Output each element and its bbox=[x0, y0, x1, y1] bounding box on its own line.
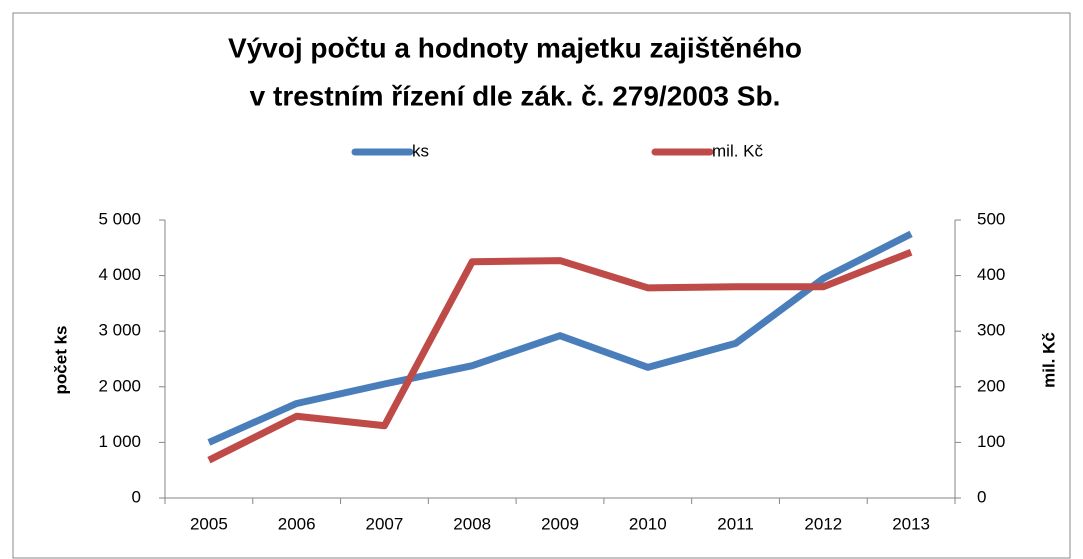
y-tick-label: 4 000 bbox=[98, 265, 141, 284]
chart-title: v trestním řízení dle zák. č. 279/2003 S… bbox=[250, 80, 781, 111]
y2-tick-label: 500 bbox=[977, 209, 1005, 228]
y2-tick-label: 300 bbox=[977, 321, 1005, 340]
y-tick-label: 0 bbox=[132, 487, 141, 506]
x-tick-label: 2010 bbox=[629, 514, 667, 533]
y2-tick-label: 400 bbox=[977, 265, 1005, 284]
series-line bbox=[207, 248, 913, 464]
x-tick-label: 2013 bbox=[892, 514, 930, 533]
x-tick-label: 2007 bbox=[366, 514, 404, 533]
y-tick-label: 5 000 bbox=[98, 209, 141, 228]
y2-axis-title: mil. Kč bbox=[1039, 332, 1058, 388]
x-tick-label: 2005 bbox=[190, 514, 228, 533]
legend-label: mil. Kč bbox=[712, 141, 764, 160]
y2-tick-label: 200 bbox=[977, 376, 1005, 395]
y-axis-title: počet ks bbox=[51, 326, 70, 395]
y-tick-label: 1 000 bbox=[98, 432, 141, 451]
x-tick-label: 2009 bbox=[541, 514, 579, 533]
x-tick-label: 2011 bbox=[717, 514, 754, 533]
y-tick-label: 3 000 bbox=[98, 321, 141, 340]
chart-border bbox=[12, 12, 1071, 559]
x-tick-label: 2006 bbox=[278, 514, 316, 533]
legend-label: ks bbox=[412, 141, 429, 160]
y-tick-label: 2 000 bbox=[98, 376, 141, 395]
chart-title: Vývoj počtu a hodnoty majetku zajištěnéh… bbox=[228, 32, 802, 63]
x-tick-label: 2012 bbox=[804, 514, 842, 533]
y2-tick-label: 0 bbox=[977, 487, 986, 506]
series-line bbox=[207, 230, 913, 446]
y2-tick-label: 100 bbox=[977, 432, 1005, 451]
x-tick-label: 2008 bbox=[453, 514, 491, 533]
